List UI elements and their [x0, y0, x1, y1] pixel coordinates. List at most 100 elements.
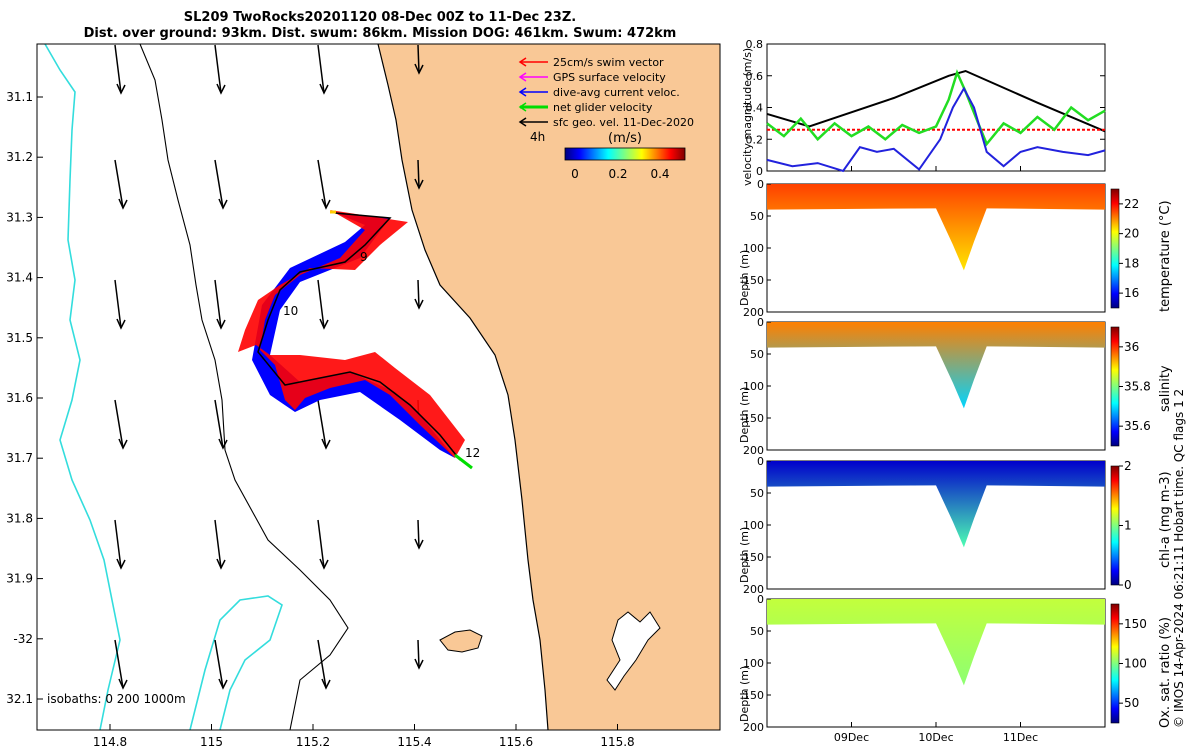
- depth-tick-label: 100: [743, 242, 764, 255]
- geo-arrow: [417, 279, 420, 309]
- section-panel-temperature: 0 50 100 150 200 22 20 18 16: [743, 178, 1139, 319]
- geo-arrowhead: [218, 678, 228, 690]
- figure-title-line2: Dist. over ground: 93km. Dist. swum: 86k…: [83, 26, 677, 41]
- depth-tick-label: 200: [743, 583, 764, 596]
- temperature-ylabel: Depth (m): [738, 249, 751, 306]
- time-tick-label: 11Dec: [1003, 731, 1038, 744]
- speed-colorbar: [564, 147, 686, 161]
- geo-arrow: [317, 159, 327, 209]
- legend-label: GPS surface velocity: [553, 71, 666, 84]
- lat-tick-label: 31.4: [6, 271, 33, 285]
- depth-tick-label: 200: [743, 444, 764, 457]
- geo-arrowhead: [116, 318, 126, 330]
- geo-arrow: [317, 279, 325, 329]
- vel-series-line: [766, 86, 1106, 173]
- cbar-tick-label: 1: [1124, 519, 1132, 533]
- right-panels: 00.20.40.60.8 05010015020022201816050100…: [743, 38, 1151, 744]
- colorbar-tick-2: 0.4: [650, 167, 669, 181]
- geo-arrow: [114, 399, 124, 449]
- geo-arrowhead: [321, 438, 331, 450]
- lon-tick-label: 115.6: [499, 735, 533, 749]
- section-data-area: [767, 461, 1105, 548]
- cbar-tick-label: 0: [1124, 578, 1132, 592]
- legend-swatch-head: [518, 72, 527, 82]
- geo-arrowhead: [414, 178, 424, 190]
- geo-arrowhead: [118, 678, 128, 690]
- footer-credit: © IMOS 14-Apr-2024 06:21:11 Hobart time.…: [1172, 388, 1186, 728]
- geo-arrowhead: [319, 558, 329, 570]
- section-panel-oxygen: 0 50 100 150 200 150 100 50: [743, 593, 1147, 734]
- lon-tick-label: 114.8: [93, 735, 127, 749]
- cbar-tick-label: 2: [1124, 459, 1132, 473]
- lat-tick-label: 32.1: [6, 692, 33, 706]
- isobath-1000m: [44, 44, 121, 730]
- land-area: [378, 44, 720, 730]
- section-colorbar: [1110, 326, 1120, 447]
- legend-swatch-head: [518, 117, 527, 127]
- depth-tick-label: 200: [743, 721, 764, 734]
- geo-arrowhead: [216, 318, 226, 330]
- vel-series-line: [766, 69, 1106, 133]
- geo-arrow: [114, 639, 124, 689]
- depth-tick-label: 50: [750, 348, 764, 361]
- coastline: [377, 44, 549, 730]
- colorbar-unit: (m/s): [608, 131, 642, 146]
- depth-tick-label: 150: [743, 412, 764, 425]
- geo-arrow: [214, 44, 222, 94]
- time-step-label: 4h: [530, 130, 545, 144]
- depth-tick-label: 0: [757, 455, 764, 468]
- figure-title-line1: SL209 TwoRocks20201120 08-Dec 00Z to 11-…: [183, 10, 577, 25]
- velocity-ylabel: velocity magnitude (m/s): [741, 47, 754, 186]
- lat-tick-label: 31.5: [6, 331, 33, 345]
- cbar-tick-label: 50: [1124, 696, 1139, 710]
- geo-arrow: [114, 519, 122, 569]
- depth-tick-label: 0: [757, 178, 764, 191]
- velocity-plot: 0 0.2 0.4 0.6 0.8: [746, 38, 1106, 178]
- day-label-12: 12: [465, 446, 480, 460]
- legend-label: sfc geo. vel. 11-Dec-2020: [553, 116, 694, 129]
- time-tick-label: 09Dec: [834, 731, 869, 744]
- section-data-area: [767, 599, 1105, 686]
- geo-arrowhead: [118, 438, 128, 450]
- geo-arrow: [317, 639, 327, 689]
- chla-cbar-label: chl-a (mg m-3): [1158, 471, 1173, 568]
- depth-tick-label: 50: [750, 487, 764, 500]
- lat-tick-label: -32: [13, 632, 33, 646]
- depth-tick-label: 100: [743, 380, 764, 393]
- geo-arrowhead: [116, 83, 126, 95]
- geo-arrow: [114, 279, 122, 329]
- depth-tick-label: 50: [750, 210, 764, 223]
- swan-estuary: [606, 611, 661, 691]
- salinity-ylabel: Depth (m): [738, 386, 751, 443]
- geo-arrow: [417, 159, 420, 189]
- geo-arrowhead: [321, 678, 331, 690]
- legend-swatch-head: [518, 102, 527, 112]
- depth-tick-label: 200: [743, 306, 764, 319]
- rottnest-island: [439, 629, 483, 653]
- section-panel-chl-a: 0 50 100 150 200 2 1 0: [743, 455, 1132, 596]
- depth-tick-label: 150: [743, 689, 764, 702]
- geo-arrow: [214, 519, 222, 569]
- section-colorbar: [1110, 465, 1120, 586]
- geo-arrowhead: [216, 558, 226, 570]
- chla-ylabel: Depth (m): [738, 526, 751, 583]
- geo-arrowhead: [118, 198, 128, 210]
- oxygen-ylabel: Depth (m): [738, 665, 751, 722]
- geo-arrowhead: [319, 318, 329, 330]
- legend-label: 25cm/s swim vector: [553, 56, 664, 69]
- legend-label: net glider velocity: [553, 101, 653, 114]
- depth-tick-label: 50: [750, 625, 764, 638]
- vel-ytick-label: 0: [756, 165, 763, 178]
- salinity-cbar-label: salinity: [1158, 365, 1173, 412]
- isobath-1000m-b: [189, 595, 283, 730]
- geo-arrow: [417, 519, 420, 549]
- geo-arrowhead: [321, 198, 331, 210]
- day-label-9: 9: [360, 250, 368, 264]
- vel-ytick-label: 0.4: [746, 102, 764, 115]
- depth-tick-label: 150: [743, 274, 764, 287]
- legend-swatch-head: [518, 87, 527, 97]
- cbar-tick-label: 35.8: [1124, 380, 1151, 394]
- geo-arrow: [317, 399, 327, 449]
- depth-tick-label: 0: [757, 316, 764, 329]
- geo-arrow: [214, 159, 224, 209]
